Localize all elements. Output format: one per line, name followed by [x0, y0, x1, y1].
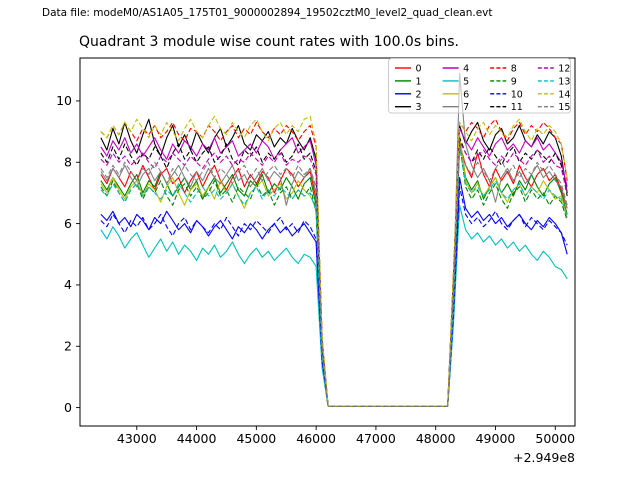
chart-title: Quadrant 3 module wise count rates with …: [79, 34, 459, 50]
legend-label-6: 6: [463, 89, 469, 100]
series-line-5: [100, 204, 568, 407]
series-line-2: [100, 177, 568, 407]
legend-label-13: 13: [558, 76, 570, 87]
x-tick-label: 50000: [535, 431, 575, 446]
y-tick-label: 6: [64, 216, 72, 231]
series-line-15: [100, 146, 568, 407]
y-tick-label: 8: [64, 155, 72, 170]
series-line-12: [100, 140, 568, 407]
legend-label-7: 7: [463, 102, 469, 113]
series-line-6: [100, 134, 568, 407]
x-tick-label: 46000: [296, 431, 336, 446]
legend-label-12: 12: [558, 64, 570, 75]
series-line-4: [100, 127, 568, 407]
series-line-9: [100, 143, 568, 407]
legend-label-11: 11: [511, 102, 523, 113]
x-tick-label: 45000: [236, 431, 276, 446]
legend-label-9: 9: [511, 76, 517, 87]
x-tick-label: 47000: [356, 431, 396, 446]
series-line-14: [100, 115, 568, 407]
datafile-label: Data file: modeM0/AS1A05_175T01_90000028…: [42, 7, 493, 19]
legend-label-1: 1: [416, 76, 422, 87]
y-tick-label: 10: [56, 93, 72, 108]
legend-label-8: 8: [511, 64, 517, 75]
series-line-10: [100, 186, 568, 407]
y-tick-label: 2: [64, 339, 72, 354]
x-axis-offset-label: +2.949e8: [513, 450, 575, 465]
legend-label-15: 15: [558, 102, 570, 113]
legend-label-10: 10: [511, 89, 523, 100]
series-line-13: [100, 146, 568, 407]
legend-label-2: 2: [416, 89, 422, 100]
x-tick-label: 44000: [177, 431, 217, 446]
legend-label-4: 4: [463, 64, 469, 75]
legend-label-5: 5: [463, 76, 469, 87]
x-tick-label: 49000: [476, 431, 516, 446]
legend-label-3: 3: [416, 102, 422, 113]
legend-box: [388, 58, 571, 114]
axes-frame: [79, 57, 576, 427]
series-line-11: [100, 137, 568, 407]
y-tick-label: 0: [64, 400, 72, 415]
legend-label-0: 0: [416, 64, 422, 75]
legend-label-14: 14: [558, 89, 570, 100]
y-tick-label: 4: [64, 277, 72, 292]
x-tick-label: 43000: [117, 431, 157, 446]
x-tick-label: 48000: [416, 431, 456, 446]
